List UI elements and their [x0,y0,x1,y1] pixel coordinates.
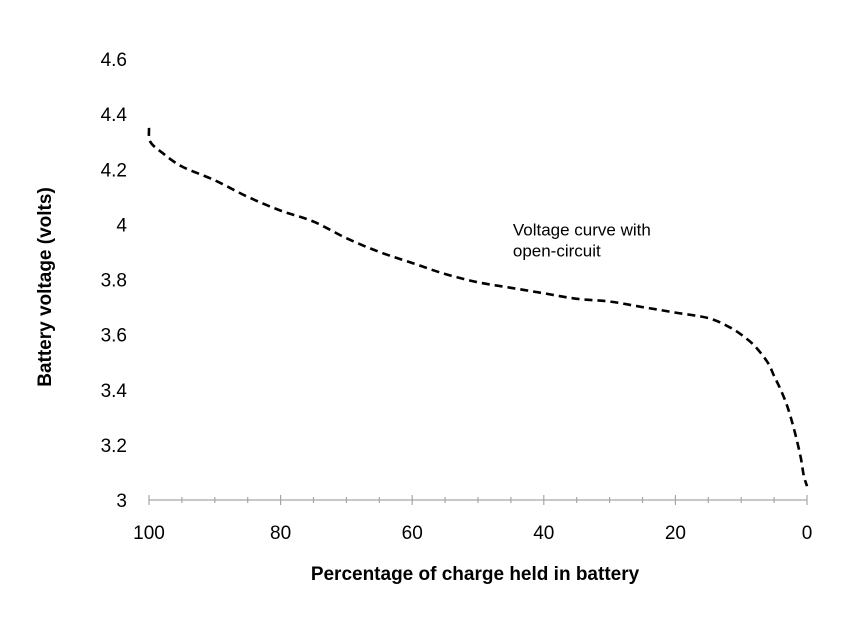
annotation-line: open-circuit [513,241,601,260]
x-axis-title: Percentage of charge held in battery [311,564,640,585]
y-tick-label: 3.2 [101,436,127,457]
y-tick-label: 4.6 [101,50,127,71]
y-tick-label: 3 [116,491,127,512]
x-tick-label: 40 [533,523,554,544]
x-tick-label: 60 [402,523,423,544]
annotation-line: Voltage curve with [513,220,651,239]
y-tick-label: 3.6 [101,326,127,347]
chart-series-layer [147,127,809,487]
x-tick-label: 0 [802,523,813,544]
x-tick-label: 80 [270,523,291,544]
y-tick-label: 4.2 [101,160,127,181]
y-tick-label: 4 [116,215,127,236]
y-tick-label: 3.8 [101,271,127,292]
chart-axes: 100 80 60 40 20 0 3 3.2 3.4 3.6 3.8 4 4.2 4.4 4.6 [101,50,813,544]
voltage-curve-annotation: Voltage curve with open-circuit [513,220,651,260]
series-line-voltage-curve [147,127,809,487]
x-tick-label: 100 [133,523,165,544]
x-tick-label: 20 [665,523,686,544]
y-axis-title: Battery voltage (volts) [35,187,56,387]
y-tick-label: 3.4 [101,381,128,402]
y-tick-label: 4.4 [101,105,128,126]
